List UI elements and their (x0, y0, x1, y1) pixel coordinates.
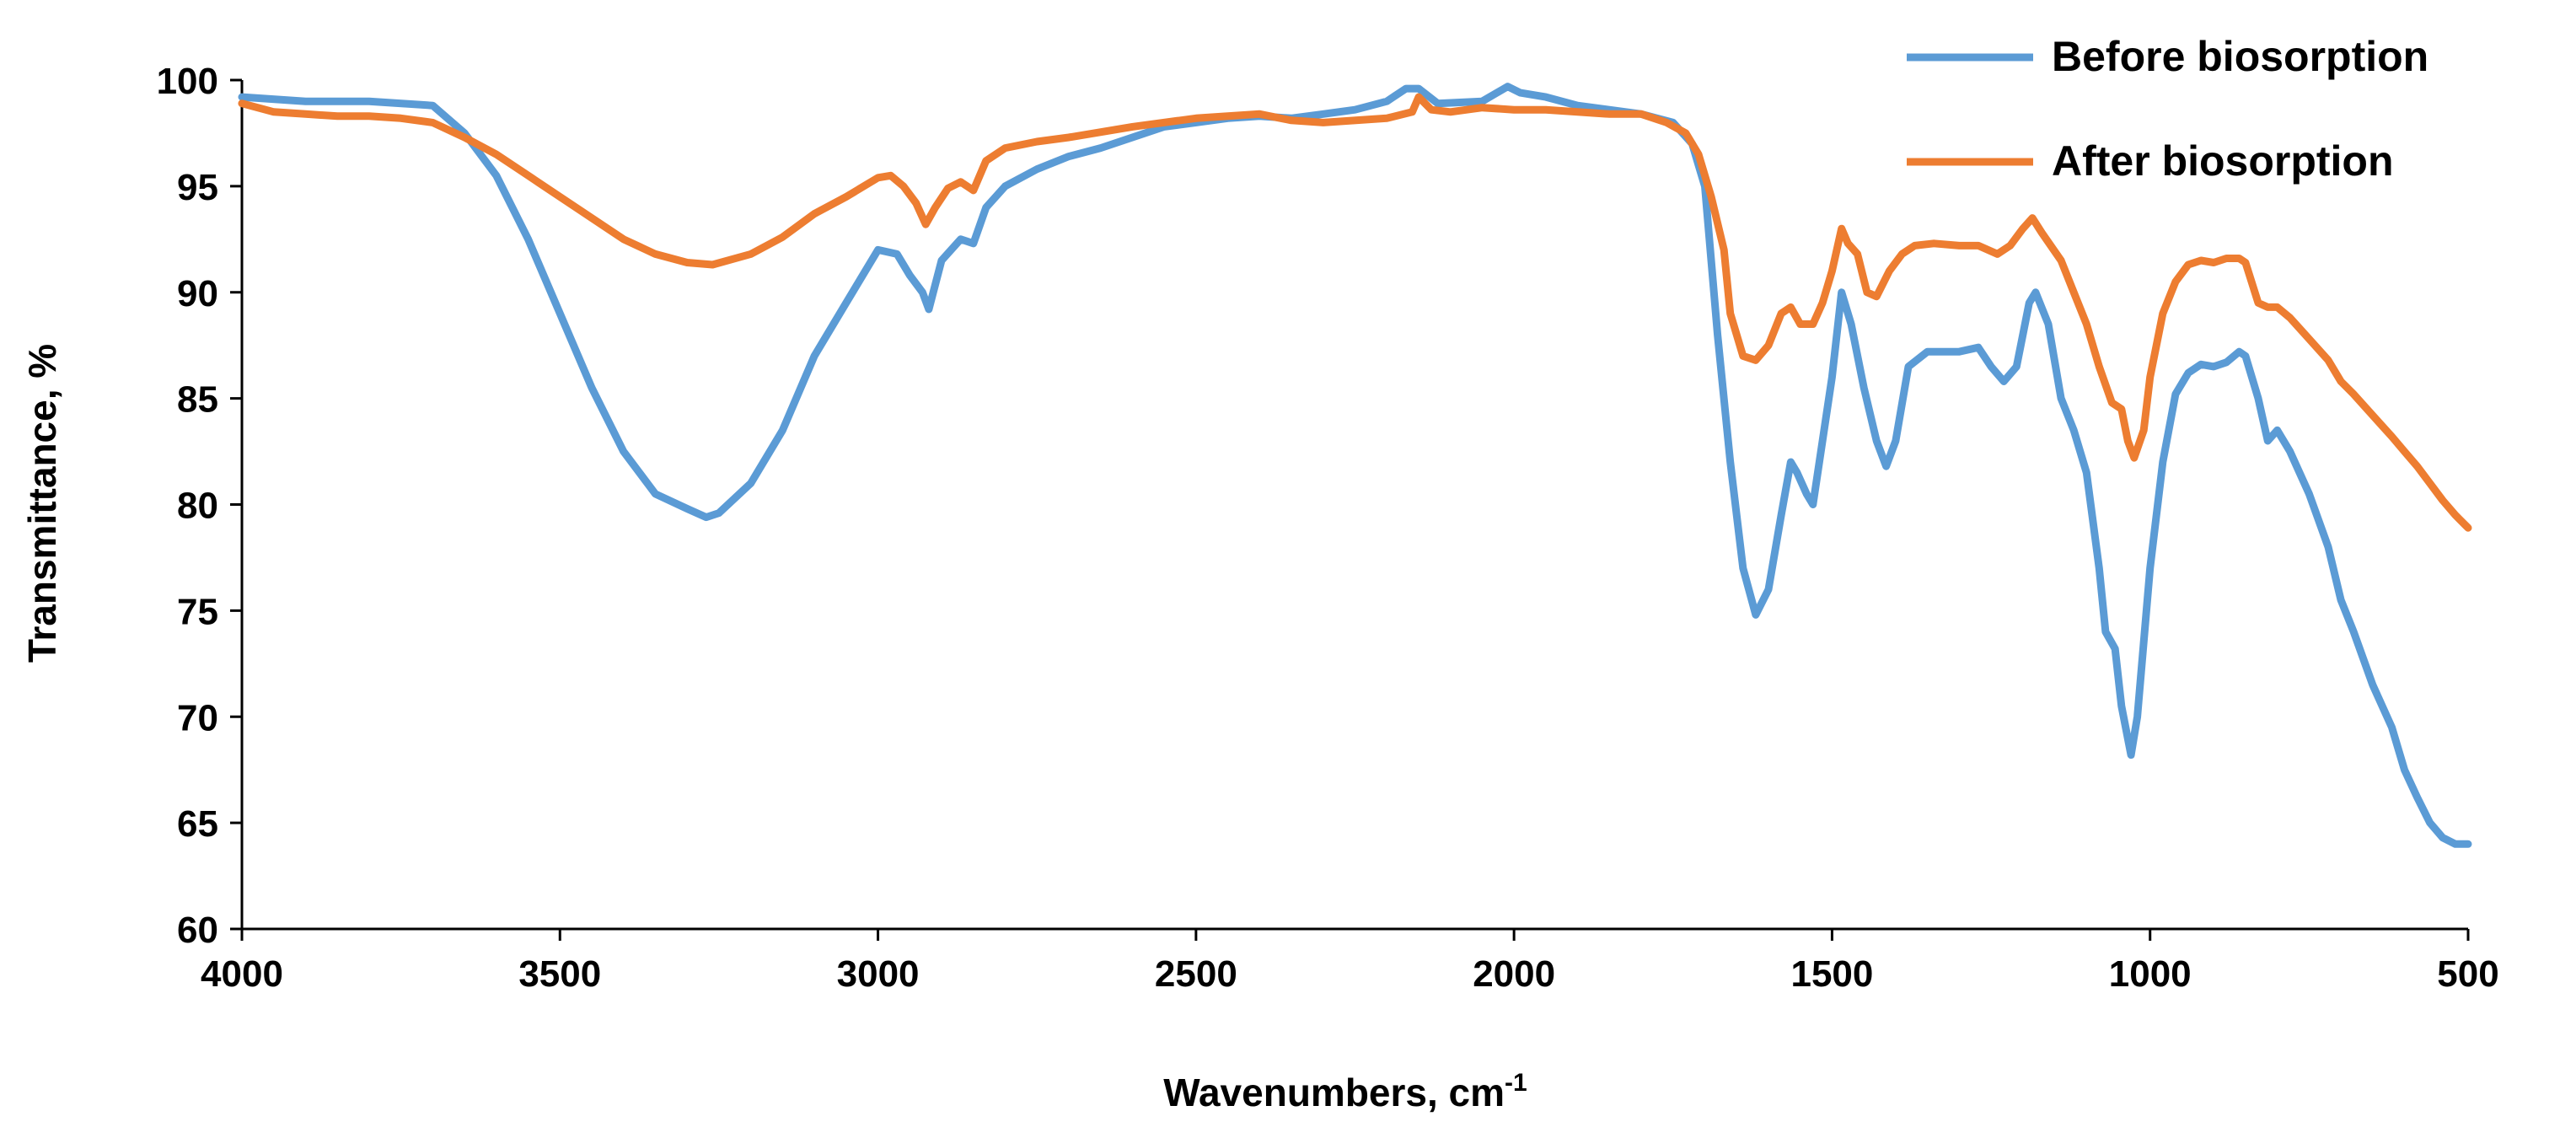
x-tick-label: 1500 (1790, 953, 1873, 995)
y-tick-label: 85 (177, 379, 218, 421)
x-tick-label: 3000 (837, 953, 920, 995)
legend-label: Before biosorption (2052, 33, 2428, 80)
x-tick-label: 1000 (2109, 953, 2192, 995)
x-tick-label: 3500 (518, 953, 601, 995)
x-axis-title-superscript: -1 (1505, 1069, 1527, 1097)
y-tick-label: 95 (177, 167, 218, 208)
y-tick-label: 75 (177, 591, 218, 632)
y-tick-label: 70 (177, 697, 218, 738)
series-line-after (238, 93, 2472, 532)
axes: 60 65 70 75 80 85 90 95 100 4000 3500 3000 2500 2000 1… (157, 61, 2499, 995)
y-tick-label: 100 (157, 61, 218, 102)
x-tick-label: 500 (2437, 953, 2498, 995)
y-axis-title: Transmittance, % (20, 344, 64, 663)
y-tick-label: 60 (177, 910, 218, 951)
x-tick-label: 4000 (201, 953, 283, 995)
legend: Before biosorption After biosorption (1907, 33, 2428, 185)
x-tick-label: 2500 (1155, 953, 1237, 995)
legend-label: After biosorption (2052, 137, 2394, 185)
x-axis-title: Wavenumbers, cm-1 (1163, 1069, 1527, 1114)
series-line-before (238, 83, 2472, 848)
x-tick-label: 2000 (1473, 953, 1555, 995)
series-layer (238, 83, 2472, 848)
y-tick-label: 80 (177, 486, 218, 527)
y-tick-label: 65 (177, 803, 218, 845)
y-tick-label: 90 (177, 273, 218, 314)
